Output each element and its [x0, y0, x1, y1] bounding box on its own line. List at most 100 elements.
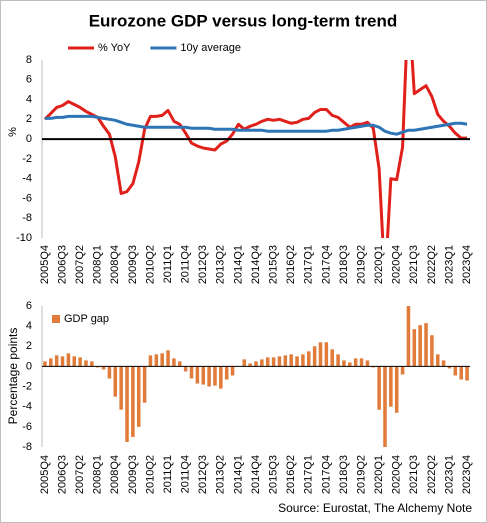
- x-tick-label: 2017Q1: [303, 455, 315, 494]
- bar: [348, 362, 352, 367]
- bar: [330, 349, 334, 367]
- bar: [113, 366, 118, 397]
- bar: [406, 306, 411, 367]
- x-tick-label: 2007Q2: [74, 245, 86, 284]
- x-tick-label: 2020Q4: [391, 245, 403, 284]
- source: Source: Eurostat, The Alchemy Note: [278, 501, 472, 515]
- x-tick-label: 2011Q1: [162, 455, 174, 493]
- bar: [371, 366, 376, 368]
- y-axis-label: %: [7, 127, 19, 137]
- bar: [183, 366, 188, 372]
- y-tick-label: 0: [26, 133, 32, 145]
- bar: [265, 357, 270, 367]
- bar: [43, 361, 47, 367]
- bar: [318, 342, 323, 367]
- y-tick-label: 0: [26, 360, 32, 372]
- bar: [342, 360, 346, 367]
- x-tick-label: 2011Q4: [180, 245, 192, 283]
- bar: [230, 366, 235, 376]
- bar: [447, 366, 452, 369]
- bar: [430, 335, 434, 367]
- bar: [219, 366, 223, 389]
- bar: [465, 366, 469, 381]
- x-tick-label: 2023Q4: [461, 455, 473, 494]
- bar: [389, 366, 393, 407]
- x-tick-label: 2017Q4: [320, 455, 332, 494]
- x-tick-label: 2006Q3: [56, 455, 68, 494]
- x-tick-label: 2010Q2: [144, 455, 156, 494]
- y-tick-label: -2: [22, 153, 32, 165]
- bar: [307, 351, 311, 367]
- x-tick-label: 2023Q1: [443, 455, 455, 494]
- x-tick-label: 2018Q3: [338, 455, 350, 494]
- bar: [289, 354, 293, 367]
- x-tick-label: 2013Q2: [215, 245, 227, 284]
- legend-label: GDP gap: [64, 313, 109, 325]
- bar: [119, 366, 123, 410]
- y-tick-label: -2: [22, 380, 32, 392]
- x-tick-label: 2016Q2: [285, 245, 297, 284]
- bar: [435, 354, 440, 367]
- bar: [154, 354, 159, 367]
- bar: [213, 366, 217, 386]
- bar: [277, 356, 282, 367]
- bar: [166, 350, 170, 367]
- x-tick-label: 2020Q4: [391, 455, 403, 494]
- x-tick-label: 2017Q1: [303, 245, 315, 284]
- y-tick-label: -6: [22, 192, 32, 204]
- y-tick-label: -10: [16, 232, 32, 244]
- bar: [248, 363, 252, 367]
- x-tick-label: 2011Q4: [180, 455, 192, 493]
- x-tick-label: 2008Q4: [109, 455, 121, 494]
- bar: [383, 366, 387, 447]
- bar: [312, 346, 317, 367]
- x-tick-label: 2012Q3: [197, 245, 209, 284]
- bar: [359, 358, 364, 367]
- x-tick-label: 2007Q2: [74, 455, 86, 494]
- bar: [412, 329, 417, 367]
- x-tick-label: 2005Q4: [39, 245, 51, 284]
- y-tick-label: -4: [22, 401, 32, 413]
- x-tick-label: 2008Q1: [92, 245, 104, 284]
- x-tick-label: 2020Q1: [373, 245, 385, 284]
- y-tick-label: 2: [26, 113, 32, 125]
- bar: [377, 366, 381, 410]
- line: [43, 60, 468, 238]
- y-tick-label: 2: [26, 340, 32, 352]
- bar: [301, 354, 305, 367]
- x-tick-label: 2006Q3: [56, 245, 68, 284]
- x-tick-label: 2008Q1: [92, 455, 104, 494]
- y-tick-label: -8: [22, 212, 32, 224]
- x-tick-label: 2010Q2: [144, 245, 156, 284]
- bar: [424, 323, 428, 367]
- bar: [95, 366, 100, 368]
- x-tick-label: 2021Q3: [408, 455, 420, 494]
- bar: [101, 366, 106, 370]
- x-tick-label: 2023Q1: [443, 245, 455, 284]
- bar: [271, 357, 276, 367]
- bar: [400, 366, 405, 375]
- bar: [324, 342, 329, 367]
- x-tick-label: 2014Q4: [250, 245, 262, 284]
- x-tick-label: 2017Q4: [320, 245, 332, 284]
- bar: [242, 359, 247, 367]
- y-tick-label: 4: [26, 93, 32, 105]
- bar: [394, 366, 399, 413]
- bar: [224, 366, 229, 380]
- x-tick-label: 2020Q1: [373, 455, 385, 494]
- x-tick-label: 2015Q3: [267, 455, 279, 494]
- bar: [283, 355, 288, 367]
- x-tick-label: 2008Q4: [109, 245, 121, 284]
- x-tick-label: 2009Q3: [127, 245, 139, 284]
- x-tick-label: 2018Q3: [338, 245, 350, 284]
- legend-label: 10y average: [180, 42, 241, 54]
- bar: [160, 353, 164, 367]
- bar: [453, 366, 458, 376]
- y-axis-label: Percentage points: [6, 328, 20, 425]
- legend-label: % YoY: [98, 42, 131, 54]
- bar: [84, 360, 88, 367]
- bar: [201, 366, 205, 385]
- y-tick-label: 6: [26, 74, 32, 86]
- x-tick-label: 2022Q2: [426, 245, 438, 284]
